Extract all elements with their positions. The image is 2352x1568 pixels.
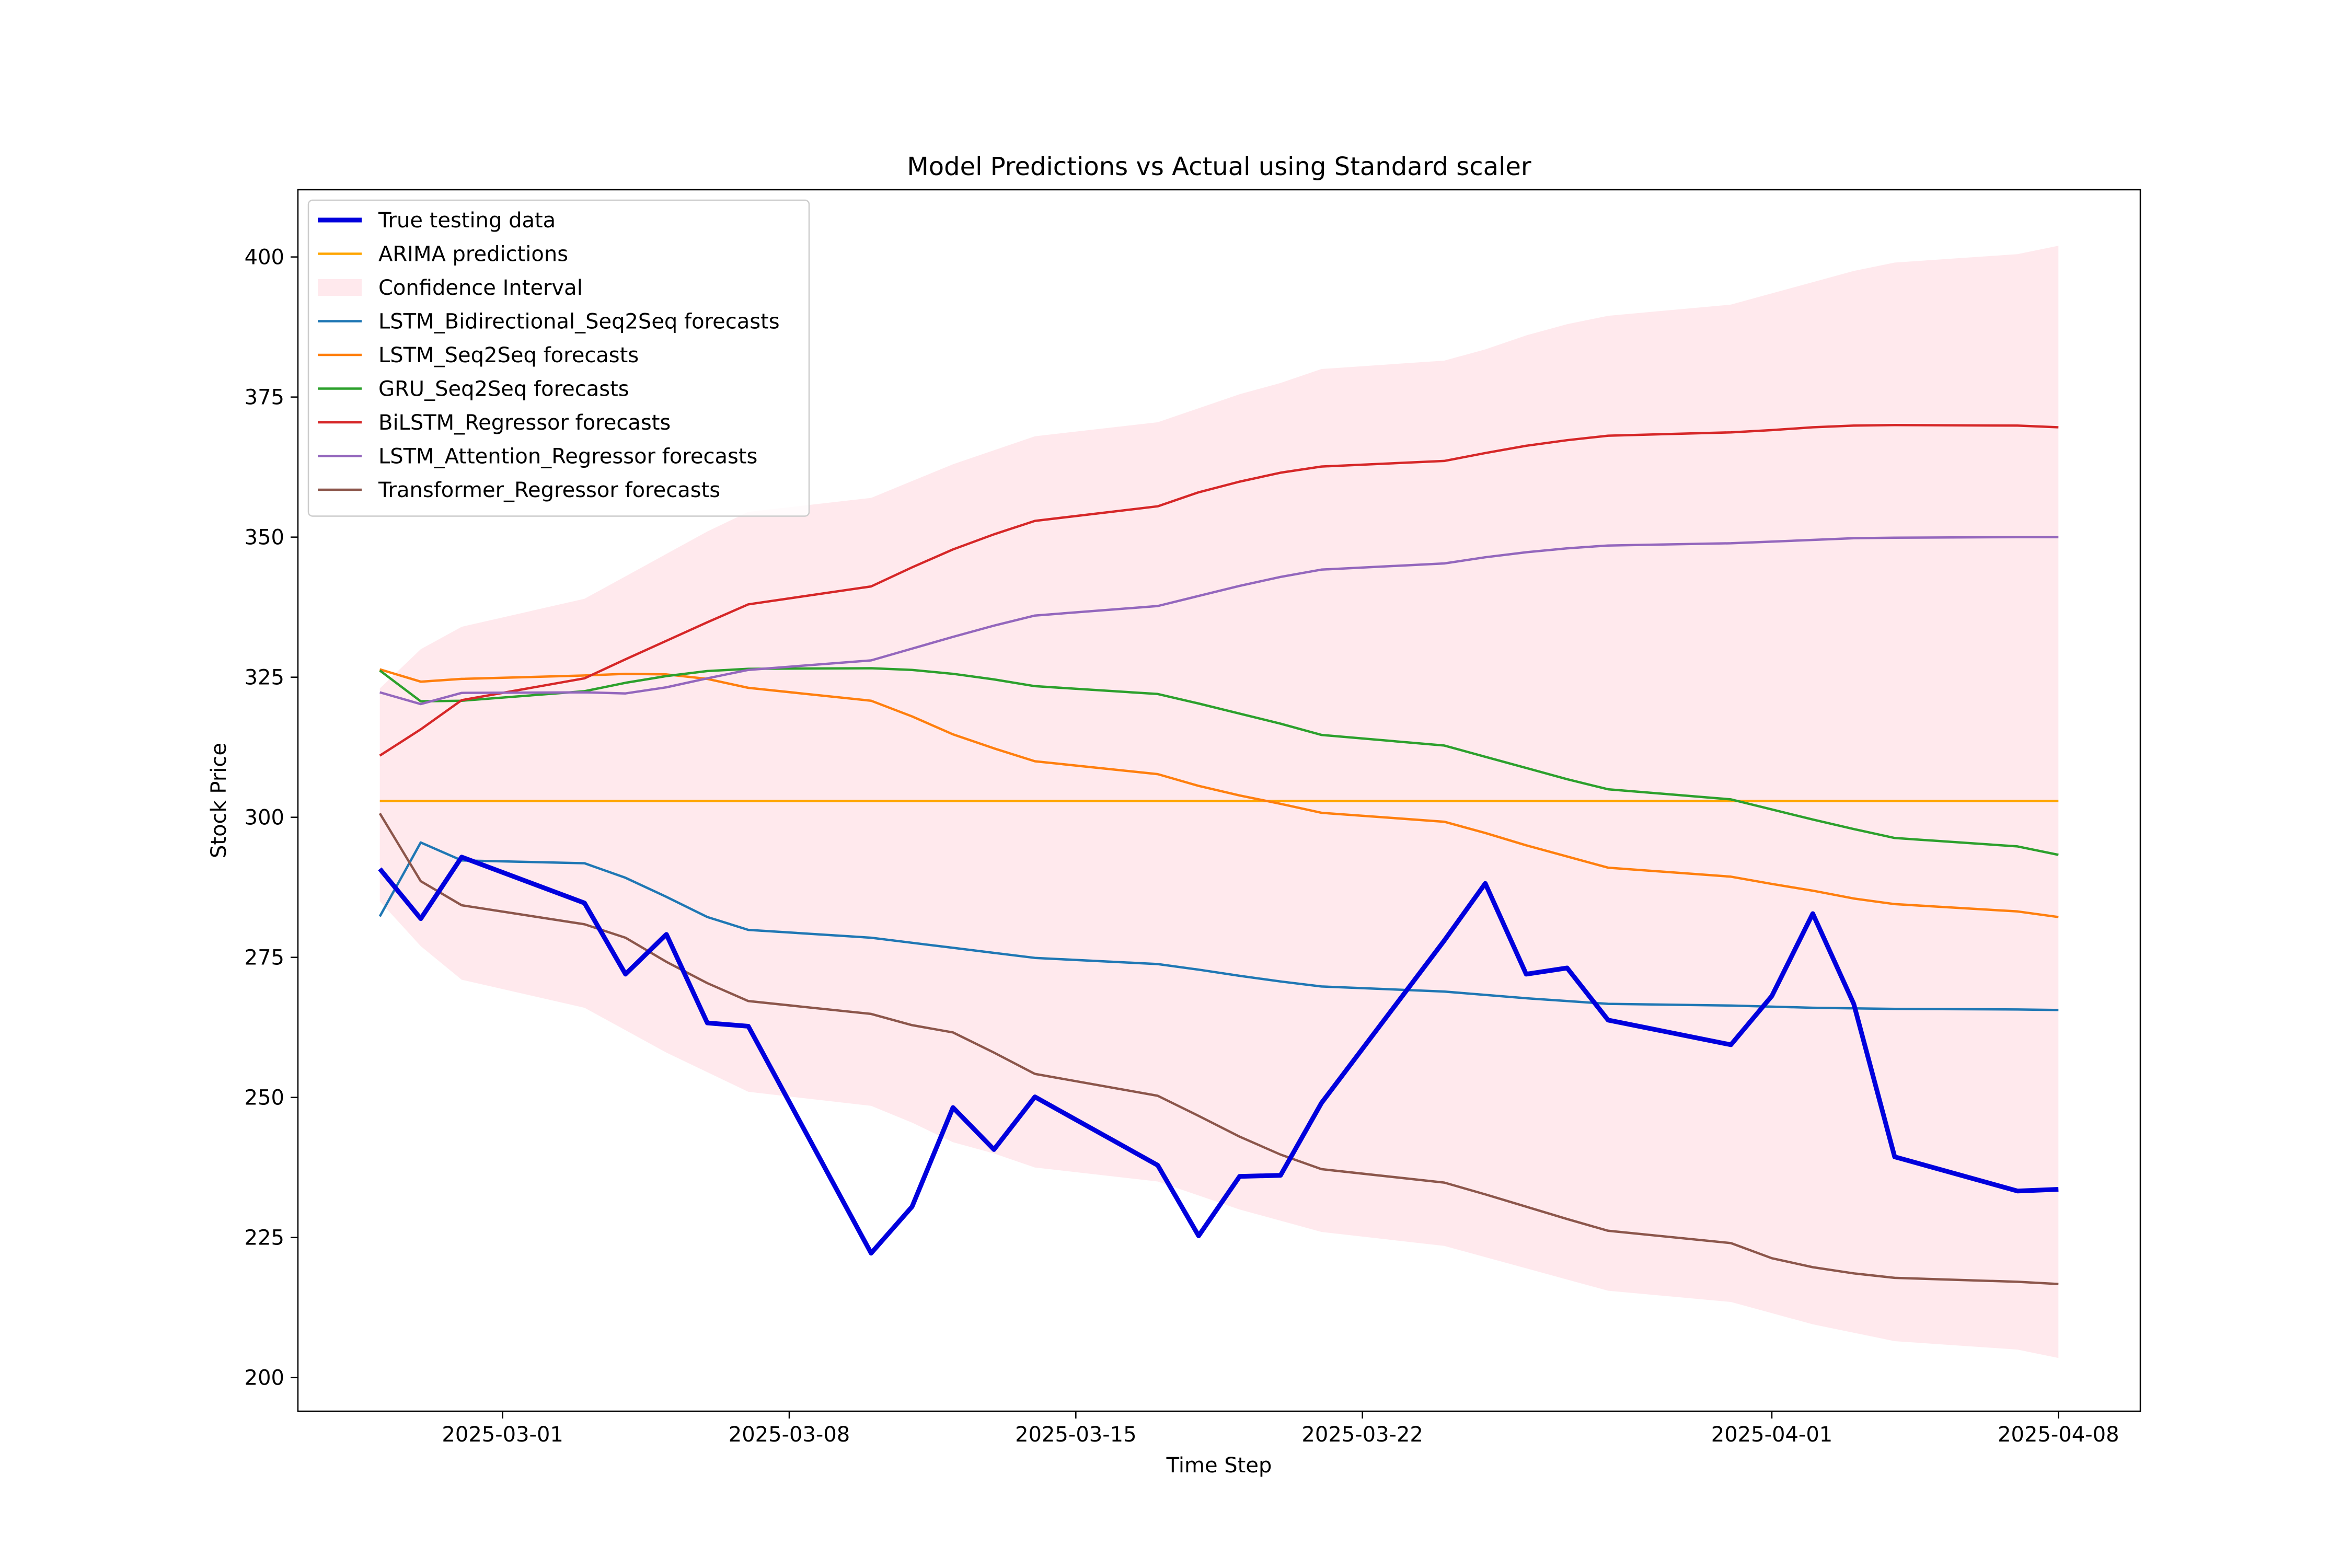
y-tick-label: 200 — [245, 1366, 284, 1390]
legend-label: GRU_Seq2Seq forecasts — [378, 377, 629, 401]
series-line-6 — [379, 536, 2059, 706]
x-tick-label: 2025-03-22 — [1301, 1423, 1423, 1447]
legend: True testing data ARIMA predictions Confid… — [307, 199, 810, 517]
series-line-0 — [378, 855, 2059, 1256]
legend-box — [307, 199, 810, 517]
plot-area — [297, 189, 2141, 1412]
series-line-3 — [379, 668, 2059, 918]
series-line-2 — [378, 841, 2059, 1011]
legend-label: BiLSTM_Regressor forecasts — [378, 411, 671, 435]
x-tick-label: 2025-04-01 — [1711, 1423, 1832, 1447]
x-tick-label: 2025-03-01 — [442, 1423, 563, 1447]
legend-item: LSTM_Bidirectional_Seq2Seq forecasts — [318, 310, 780, 334]
y-tick-label: 225 — [245, 1226, 284, 1250]
y-tick-label: 300 — [245, 806, 284, 830]
legend-swatch — [318, 279, 362, 296]
series-line-7 — [378, 813, 2059, 1285]
x-axis-label: Time Step — [1166, 1454, 1272, 1478]
y-tick-label: 275 — [245, 946, 284, 970]
chart-title: Model Predictions vs Actual using Standa… — [907, 152, 1531, 181]
legend-item: LSTM_Attention_Regressor forecasts — [318, 445, 757, 469]
x-tick-label: 2025-03-15 — [1015, 1423, 1136, 1447]
legend-label: ARIMA predictions — [378, 243, 568, 267]
series-line-5 — [379, 423, 2059, 757]
x-axis: 2025-03-01 2025-03-08 2025-03-15 2025-03-22… — [442, 1411, 2119, 1447]
legend-item: Confidence Interval — [318, 276, 583, 300]
y-tick-label: 400 — [245, 246, 284, 270]
legend-label: True testing data — [378, 209, 556, 233]
y-tick-label: 375 — [245, 386, 284, 410]
legend-label: LSTM_Attention_Regressor forecasts — [378, 445, 757, 469]
legend-label: LSTM_Bidirectional_Seq2Seq forecasts — [378, 310, 780, 334]
y-axis-label: Stock Price — [207, 743, 231, 858]
x-tick-label: 2025-03-08 — [729, 1423, 850, 1447]
legend-label: Transformer_Regressor forecasts — [378, 478, 720, 502]
series-lines — [378, 423, 2059, 1285]
legend-item: Transformer_Regressor forecasts — [318, 478, 720, 502]
y-tick-label: 250 — [245, 1086, 284, 1110]
legend-item: BiLSTM_Regressor forecasts — [318, 411, 671, 435]
x-tick-label: 2025-04-08 — [1998, 1423, 2119, 1447]
y-tick-label: 325 — [245, 666, 284, 690]
plot-frame — [297, 189, 2141, 1412]
legend-item: GRU_Seq2Seq forecasts — [318, 377, 629, 401]
legend-item: LSTM_Seq2Seq forecasts — [318, 343, 639, 367]
legend-label: Confidence Interval — [378, 276, 583, 300]
legend-item: True testing data — [318, 209, 556, 233]
y-axis: 200 225 250 275 300 325 350 375 400 — [245, 246, 298, 1390]
series-line-4 — [379, 667, 2059, 856]
legend-label: LSTM_Seq2Seq forecasts — [378, 343, 639, 367]
legend-item: ARIMA predictions — [318, 243, 568, 267]
y-tick-label: 350 — [245, 526, 284, 550]
